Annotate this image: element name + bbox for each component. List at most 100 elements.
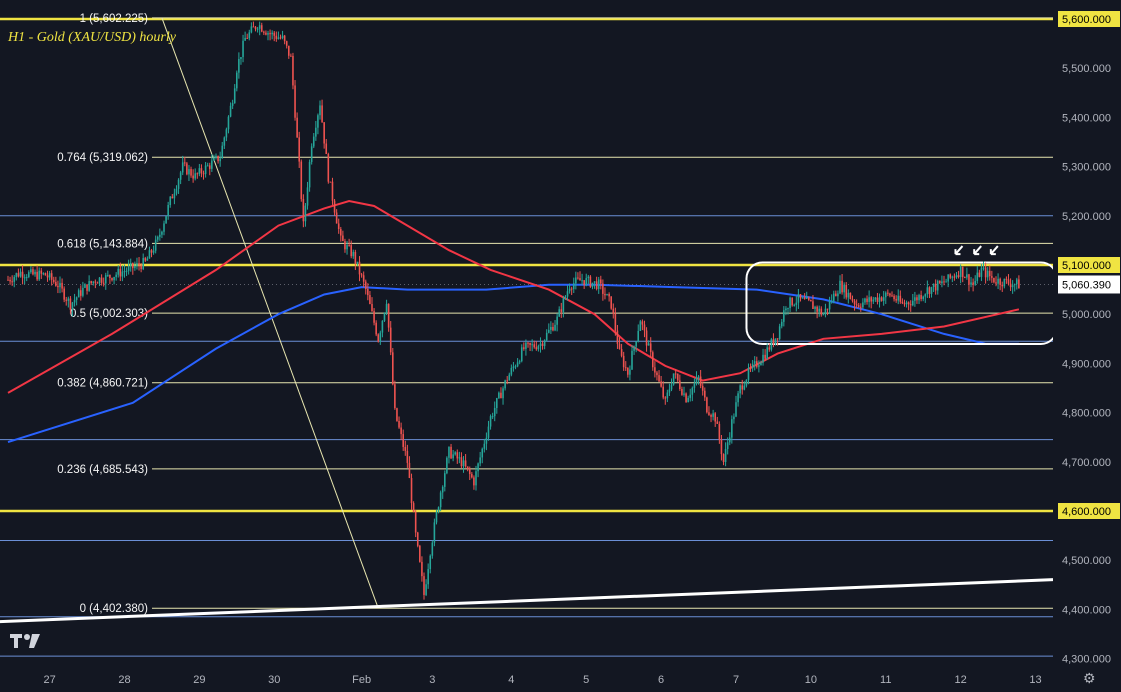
chart-title: H1 - Gold (XAU/USD) hourly: [8, 30, 176, 45]
candle-body: [604, 293, 606, 296]
candle-body: [766, 347, 768, 359]
candle-body: [712, 413, 714, 417]
candle-body: [310, 146, 313, 162]
candle-body: [706, 397, 708, 413]
candle-body: [146, 258, 149, 261]
candle-body: [951, 276, 954, 278]
candle-body: [968, 274, 970, 285]
candle-body: [959, 266, 962, 277]
candle-body: [539, 343, 542, 346]
candle-body: [531, 344, 533, 346]
candle-body: [221, 145, 224, 159]
candle-body: [34, 271, 36, 275]
settings-icon[interactable]: ⚙: [1083, 670, 1096, 686]
trendline: [0, 578, 1054, 624]
candle-body: [936, 280, 939, 291]
candle-body: [801, 297, 804, 299]
y-tick-label: 5,000.000: [1062, 309, 1111, 321]
candle-body: [991, 276, 993, 278]
candle-body: [502, 388, 504, 399]
candle-body: [866, 298, 868, 302]
candle-body: [475, 471, 477, 486]
candle-body: [329, 181, 332, 183]
candle-body: [600, 279, 602, 284]
candle-body: [389, 327, 392, 353]
candle-body: [710, 414, 712, 417]
candle-body: [795, 302, 798, 305]
candle-body: [92, 281, 95, 284]
candle-body: [181, 162, 184, 173]
candle-body: [868, 297, 870, 302]
candle-body: [367, 288, 369, 296]
candle-body: [566, 291, 569, 297]
candle-body: [300, 161, 303, 200]
candle-body: [23, 277, 26, 279]
candle-body: [805, 297, 808, 299]
candle-body: [448, 446, 450, 458]
candle-body: [560, 309, 563, 312]
candle-body: [722, 454, 725, 462]
candle-body: [1011, 285, 1014, 288]
candle-body: [529, 342, 531, 345]
candle-body: [733, 416, 735, 420]
candle-body: [577, 277, 579, 279]
candle-body: [947, 274, 949, 282]
candle-body: [296, 117, 298, 138]
candle-body: [28, 272, 30, 277]
candle-body: [471, 474, 473, 478]
candle-body: [229, 105, 232, 117]
candle-body: [219, 158, 221, 162]
candle-body: [144, 258, 147, 261]
candle-body: [953, 276, 956, 278]
candle-body: [572, 283, 575, 290]
candle-body: [90, 281, 92, 284]
candle-body: [19, 271, 22, 277]
candle-body: [874, 297, 877, 300]
candle-body: [42, 273, 45, 275]
horizontal-levels: [0, 17, 1053, 657]
candle-body: [995, 282, 997, 284]
candle-body: [9, 279, 11, 282]
candle-body: [348, 244, 350, 246]
candle-body: [916, 297, 918, 301]
candle-body: [148, 250, 151, 259]
candle-body: [822, 314, 825, 316]
candle-body: [254, 26, 257, 30]
candle-body: [473, 477, 475, 486]
y-tick-label: 5,600.000: [1062, 14, 1111, 26]
candle-body: [552, 326, 554, 331]
candle-body: [984, 267, 987, 278]
candle-body: [880, 297, 883, 301]
candle-body: [281, 35, 284, 38]
fib-diagonal: [161, 17, 379, 609]
candle-body: [400, 427, 402, 435]
candle-body: [317, 115, 319, 128]
candle-body: [40, 270, 43, 274]
candle-body: [814, 306, 816, 309]
candle-body: [425, 584, 427, 595]
candle-body: [726, 442, 729, 449]
candle-body: [208, 165, 211, 169]
candle-body: [77, 290, 80, 298]
candle-body: [69, 298, 72, 310]
candle-body: [976, 272, 979, 281]
candle-body: [826, 308, 829, 310]
candle-body: [192, 175, 194, 179]
candle-body: [618, 343, 621, 350]
candle-body: [206, 165, 209, 167]
candle-body: [972, 282, 974, 285]
candle-body: [693, 383, 696, 388]
fib-level-label: 0.236 (4,685.543): [57, 464, 148, 476]
tradingview-logo[interactable]: [10, 632, 44, 650]
candle-body: [631, 350, 633, 370]
candle-body: [660, 381, 662, 387]
candle-body: [624, 367, 627, 369]
candle-body: [260, 25, 263, 32]
candle-body: [500, 392, 502, 399]
candle-body: [922, 296, 924, 299]
candle-body: [830, 300, 833, 302]
candle-body: [543, 340, 546, 346]
x-tick-label: 6: [658, 674, 664, 686]
candle-body: [132, 262, 134, 269]
